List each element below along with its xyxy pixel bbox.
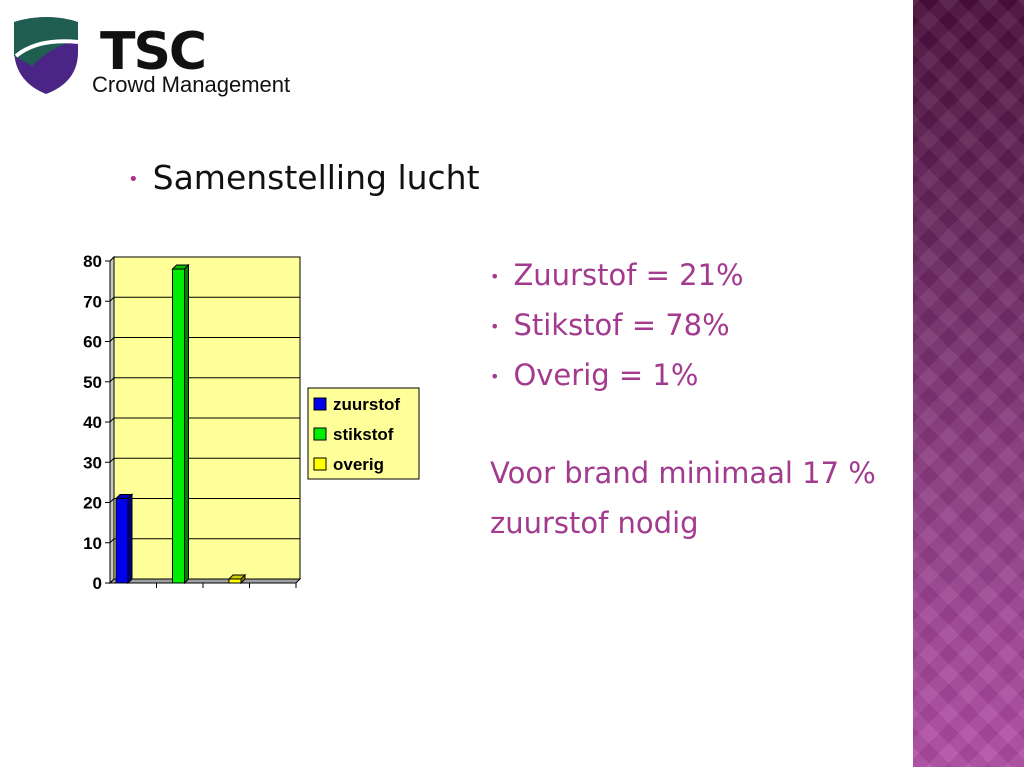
legend-swatch-overig [313, 457, 327, 471]
gridline [109, 296, 300, 302]
bar-side-stikstof [184, 263, 189, 585]
logo-wordmark: TSC [100, 22, 207, 82]
legend-label-overig: overig [333, 455, 384, 474]
slide-title-text: Samenstelling lucht [152, 158, 480, 197]
plot-floor [108, 578, 302, 584]
y-tick-label: 80 [83, 252, 102, 271]
gridline [109, 457, 300, 463]
bullet-icon: • [490, 267, 500, 286]
bullet-icon: • [128, 169, 139, 190]
bullet-icon: • [490, 317, 500, 336]
bar-side-overig [240, 573, 246, 585]
bar-side-zuurstof [127, 493, 133, 585]
y-tick-label: 20 [83, 494, 102, 513]
slide-title: • Samenstelling lucht [128, 158, 480, 197]
note-line: zuurstof nodig [490, 506, 699, 540]
legend-label-zuurstof: zuurstof [333, 395, 400, 414]
y-tick-label: 30 [83, 453, 102, 472]
legend-swatch-zuurstof [313, 397, 327, 411]
gridline [109, 377, 300, 383]
bar-stikstof [172, 268, 185, 584]
list-item: • Stikstof = 78% [490, 300, 744, 350]
note-line: Voor brand minimaal 17 % [490, 456, 876, 490]
bullet-icon: • [490, 367, 500, 386]
logo-tagline: Crowd Management [92, 72, 291, 97]
y-tick-label: 10 [83, 534, 102, 553]
tsc-logo: TSC Crowd Management [12, 16, 322, 100]
list-item: • Zuurstof = 21% [490, 250, 744, 300]
y-tick-label: 60 [83, 333, 102, 352]
list-item: • Overig = 1% [490, 350, 744, 400]
y-tick-label: 0 [93, 574, 102, 593]
list-item-text: Overig = 1% [513, 358, 699, 392]
gridline [109, 337, 300, 342]
legend-label-stikstof: stikstof [333, 425, 394, 444]
gridline [109, 538, 300, 544]
y-tick-label: 70 [83, 292, 102, 311]
side-decoration-band [913, 0, 1024, 767]
list-item-text: Stikstof = 78% [513, 308, 730, 342]
list-item-text: Zuurstof = 21% [513, 258, 744, 292]
gridline [109, 256, 300, 262]
composition-list: • Zuurstof = 21% • Stikstof = 78% • Overig … [490, 250, 744, 400]
bar-zuurstof [115, 497, 129, 584]
y-tick-label: 50 [83, 373, 102, 392]
fire-oxygen-note: Voor brand minimaal 17 % zuurstof nodig [490, 448, 900, 548]
y-tick-label: 40 [83, 413, 102, 432]
gridline [109, 417, 300, 423]
bar-overig [228, 578, 242, 584]
tsc-shield-icon [14, 17, 79, 94]
bar-chart: 0 10 20 30 40 50 60 70 80 zuurstof stikstof overig [83, 252, 420, 593]
gridline [109, 498, 300, 503]
legend-swatch-stikstof [313, 427, 327, 441]
